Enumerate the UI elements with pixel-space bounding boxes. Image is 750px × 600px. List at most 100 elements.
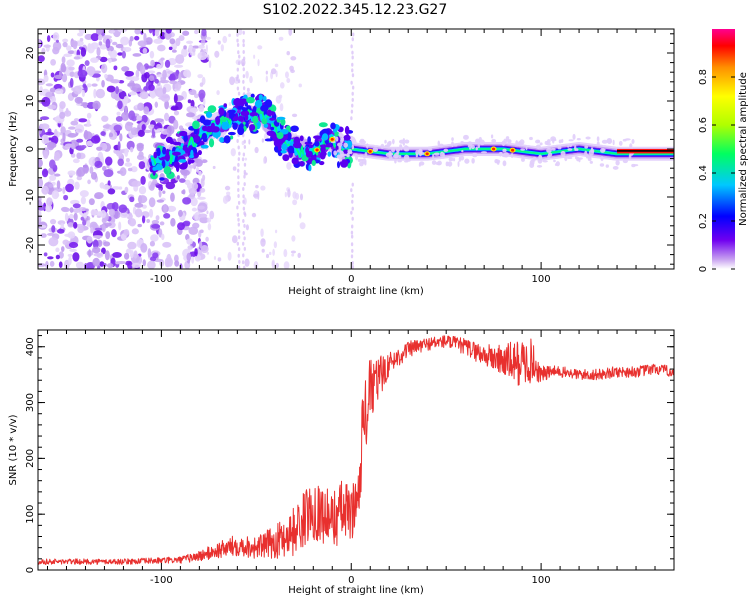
speckle [207, 223, 212, 231]
noise-blob [45, 91, 53, 98]
noise-blob [177, 222, 186, 231]
noise-blob [174, 81, 182, 91]
streak-dot [237, 265, 241, 269]
streak-dot [351, 91, 354, 96]
noise-blob [99, 261, 105, 267]
ridge-glow-dot [612, 139, 615, 146]
noise-blob [147, 248, 152, 258]
noise-blob [117, 158, 124, 167]
noise-blob [178, 209, 183, 217]
ridge-blob [336, 161, 341, 169]
ridge-glow-dot [467, 141, 473, 147]
ridge-blob [227, 109, 236, 114]
noise-blob [53, 154, 58, 161]
y-tick-label: 400 [25, 337, 36, 356]
ridge-blob [318, 160, 325, 166]
ridge-glow-dot [343, 154, 350, 157]
speckle [246, 87, 250, 92]
ridge-blob [269, 117, 275, 121]
streak-dot [350, 224, 354, 229]
ridge-blob [241, 107, 247, 112]
streak-dot [350, 242, 354, 247]
ridge-glow-dot [340, 153, 345, 157]
ridge-glow-dot [452, 157, 456, 162]
noise-blob [186, 182, 194, 189]
ridge-glow-dot [631, 138, 635, 145]
streak-dot [242, 74, 246, 79]
noise-blob [67, 170, 76, 176]
noise-blob [122, 46, 132, 52]
speckle [203, 97, 206, 106]
noise-blob [118, 79, 125, 84]
snr-panel: -100 0 100 0 100 200 300 400 Height of straight… [8, 329, 675, 596]
streak-dot [236, 32, 239, 37]
streak-dot [351, 73, 355, 78]
noise-blob [96, 29, 104, 35]
ridge-glow-dot [585, 136, 591, 140]
noise-blob [140, 243, 148, 253]
noise-blob [50, 135, 59, 145]
streak-dot [351, 62, 354, 67]
streak-dot [236, 168, 240, 173]
noise-blob [152, 29, 156, 37]
ridge-glow-dot [567, 156, 573, 159]
speckle [291, 113, 298, 118]
noise-blob [160, 57, 165, 61]
streak-dot [350, 116, 353, 121]
noise-blob [38, 158, 43, 168]
ridge-glow-dot [471, 152, 478, 158]
noise-blob [96, 146, 103, 151]
noise-blob [41, 185, 49, 195]
ridge-blob [276, 116, 286, 120]
streak-dot [242, 79, 245, 84]
noise-blob [153, 38, 163, 44]
speckle [197, 74, 203, 79]
noise-blob [171, 49, 177, 53]
ridge-blob [192, 120, 200, 130]
noise-blob [101, 217, 107, 224]
noise-blob [68, 126, 76, 130]
speckle [214, 50, 220, 58]
spectrogram-y-axis-label: Frequency (Hz) [8, 111, 19, 187]
noise-blob [189, 164, 195, 169]
noise-blob [90, 33, 99, 42]
streak-dot [243, 145, 247, 150]
noise-blob [129, 35, 134, 42]
ridge-blob [269, 111, 275, 116]
speckle [201, 52, 206, 56]
noise-blob [59, 101, 66, 110]
noise-blob [91, 83, 98, 87]
noise-blob [69, 213, 74, 220]
noise-blob [90, 171, 98, 180]
noise-blob [117, 52, 124, 56]
noise-blob [164, 100, 169, 110]
noise-blob [149, 50, 155, 59]
noise-blob [74, 181, 80, 190]
noise-blob [168, 46, 173, 51]
noise-blob [39, 123, 50, 130]
noise-blob [62, 132, 66, 142]
streak-dot [237, 145, 240, 150]
noise-blob [90, 57, 99, 63]
noise-blob [46, 35, 51, 43]
noise-blob [94, 160, 103, 169]
speckle [217, 40, 221, 45]
streak-dot [242, 30, 245, 35]
ridge-glow-dot [546, 142, 552, 146]
streak-dot [241, 260, 245, 265]
noise-blob [134, 202, 144, 208]
speckle [206, 251, 210, 255]
noise-blob [99, 44, 108, 50]
speckle [231, 235, 238, 244]
ridge-blob [193, 134, 200, 143]
noise-blob [83, 212, 88, 219]
ridge-blob [202, 119, 211, 126]
noise-blob [72, 208, 81, 213]
ridge-glow-dot [585, 153, 589, 159]
streak-dot [242, 86, 246, 91]
noise-blob [54, 88, 64, 95]
snr-series-line [38, 335, 674, 565]
streak-dot [242, 253, 245, 258]
speckle [230, 148, 236, 157]
ridge-glow-dot [537, 139, 540, 143]
